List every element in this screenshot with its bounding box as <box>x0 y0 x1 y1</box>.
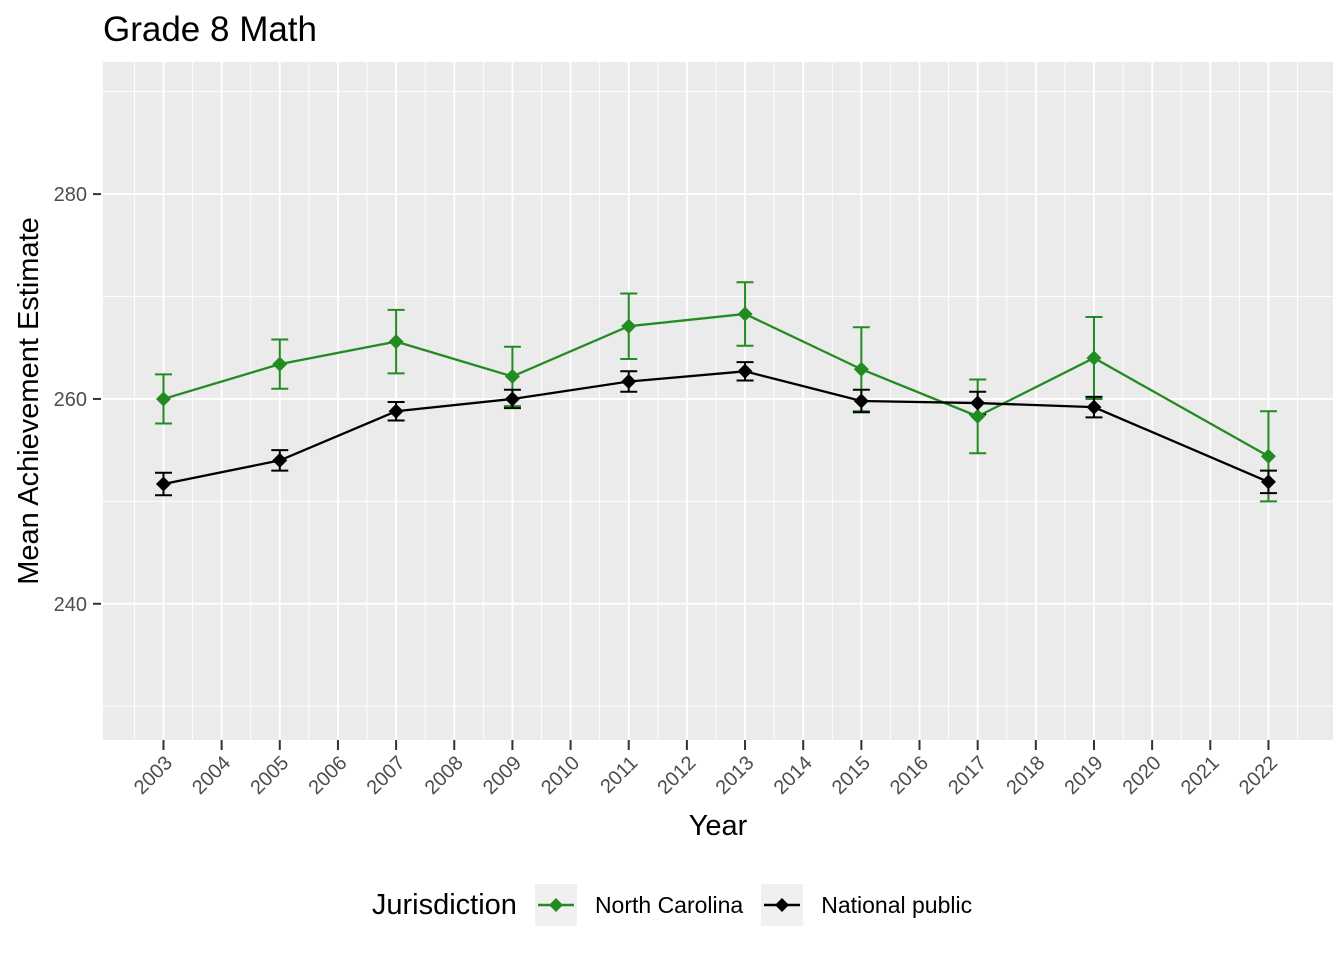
legend-key-national-public <box>761 884 804 926</box>
y-tick-label: 280 <box>54 184 87 206</box>
data-point-north-carolina <box>1086 350 1102 366</box>
x-tick-label: 2022 <box>1235 752 1282 799</box>
y-tick-label: 240 <box>54 594 87 616</box>
data-point-national-public <box>970 395 986 411</box>
x-tick-label: 2003 <box>130 752 177 799</box>
data-point-north-carolina <box>853 361 869 377</box>
x-tick-label: 2021 <box>1177 752 1224 799</box>
data-point-national-public <box>388 403 404 419</box>
legend: Jurisdiction North Carolina National publ… <box>0 883 1344 927</box>
x-tick-label: 2017 <box>944 752 991 799</box>
data-point-national-public <box>504 391 520 407</box>
x-tick-label: 2007 <box>363 752 410 799</box>
x-tick-label: 2006 <box>304 752 351 799</box>
x-tick-label: 2018 <box>1002 752 1049 799</box>
line-diamond-icon <box>764 898 801 912</box>
y-axis-title: Mean Achievement Estimate <box>13 217 45 585</box>
gridlines <box>103 62 1333 740</box>
legend-label: North Carolina <box>594 891 744 918</box>
y-tick-label: 260 <box>54 389 87 411</box>
data-point-north-carolina <box>388 334 404 350</box>
data-point-north-carolina <box>737 306 753 322</box>
x-tick-label: 2010 <box>537 752 584 799</box>
series-line-national-public <box>163 370 1269 486</box>
data-point-north-carolina <box>1260 448 1276 464</box>
x-tick-label: 2013 <box>712 752 759 799</box>
x-tick-label: 2008 <box>421 752 468 799</box>
x-tick-label: 2015 <box>828 752 875 799</box>
data-point-national-public <box>621 374 637 390</box>
data-point-national-public <box>1260 474 1276 490</box>
data-point-north-carolina <box>970 408 986 424</box>
legend-item-national-public: National public <box>761 884 972 926</box>
x-tick-label: 2012 <box>653 752 700 799</box>
x-tick-label: 2004 <box>188 752 235 799</box>
data-series <box>154 281 1277 503</box>
x-tick-label: 2014 <box>770 752 817 799</box>
series-line-north-carolina <box>163 312 1270 458</box>
legend-label: National public <box>821 891 973 918</box>
x-tick-label: 2019 <box>1060 752 1107 799</box>
data-point-national-public <box>737 363 753 379</box>
x-tick-label: 2009 <box>479 752 526 799</box>
plot-panel <box>103 62 1333 740</box>
x-tick-label: 2016 <box>886 752 933 799</box>
data-point-national-public <box>853 393 869 409</box>
data-point-north-carolina <box>155 391 171 407</box>
legend-key-north-carolina <box>534 884 577 926</box>
x-tick-label: 2011 <box>596 752 642 798</box>
legend-item-north-carolina: North Carolina <box>534 884 744 926</box>
data-point-north-carolina <box>504 368 520 384</box>
x-tick-label: 2005 <box>246 752 293 799</box>
line-diamond-icon <box>537 898 574 912</box>
data-point-north-carolina <box>272 356 288 372</box>
data-point-national-public <box>272 452 288 468</box>
data-point-national-public <box>1086 399 1102 415</box>
x-axis-title: Year <box>689 810 748 842</box>
chart-title: Grade 8 Math <box>103 10 317 49</box>
legend-title: Jurisdiction <box>371 888 517 921</box>
data-point-north-carolina <box>621 318 637 334</box>
panel-background <box>103 62 1333 740</box>
x-tick-label: 2020 <box>1119 752 1166 799</box>
data-point-national-public <box>155 476 171 492</box>
